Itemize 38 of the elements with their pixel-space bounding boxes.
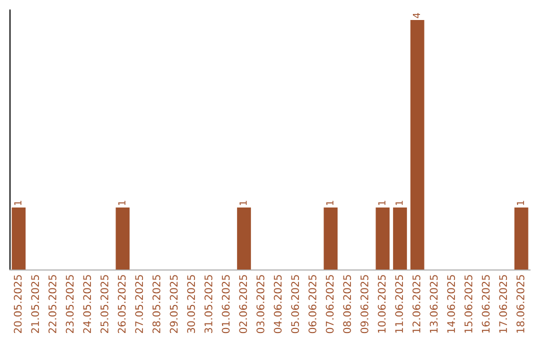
- x-tick-label: 28.05.2025: [152, 275, 160, 334]
- x-tick-label: 11.06.2025: [395, 275, 404, 333]
- x-tick-label: 31.05.2025: [204, 275, 212, 334]
- x-tick-label: 12.06.2025: [412, 275, 420, 333]
- data-label: 1: [326, 200, 334, 206]
- x-tick-label: 15.06.2025: [464, 275, 472, 333]
- x-tick-label: 25.05.2025: [100, 275, 108, 334]
- data-label: 4: [412, 12, 420, 18]
- x-tick-label: 10.06.2025: [378, 275, 386, 333]
- x-tick-label: 08.06.2025: [343, 275, 352, 334]
- data-label: 1: [396, 200, 403, 206]
- data-label: 1: [516, 200, 524, 206]
- x-tick-label: 04.06.2025: [274, 275, 282, 334]
- x-tick-label: 09.06.2025: [360, 275, 368, 334]
- x-tick-label: 30.05.2025: [187, 275, 196, 334]
- x-tick-label: 13.06.2025: [430, 275, 438, 333]
- x-tick-label: 21.05.2025: [31, 275, 40, 334]
- data-label: 1: [378, 200, 386, 206]
- x-tick-label: 27.05.2025: [135, 275, 144, 334]
- x-tick-label: 02.06.2025: [239, 275, 248, 334]
- data-label: 1: [14, 200, 22, 206]
- x-tick-label: 22.05.2025: [48, 275, 56, 334]
- x-tick-label: 07.06.2025: [326, 275, 334, 334]
- x-tick-label: 03.06.2025: [256, 275, 264, 334]
- x-tick-label: 20.05.2025: [14, 275, 22, 334]
- x-tick-label: 26.05.2025: [118, 275, 126, 334]
- x-tick-label: 16.06.2025: [482, 275, 490, 333]
- x-tick-label: 29.05.2025: [170, 275, 178, 334]
- data-label: 1: [240, 200, 247, 206]
- x-tick-label: 24.05.2025: [83, 275, 92, 334]
- x-tick-label: 14.06.2025: [447, 275, 456, 333]
- data-label: 1: [118, 200, 126, 206]
- x-tick-label: 05.06.2025: [291, 275, 300, 334]
- x-tick-label: 01.06.2025: [222, 275, 230, 334]
- x-tick-label: 17.06.2025: [499, 275, 508, 333]
- x-tick-label: 18.06.2025: [516, 275, 524, 333]
- x-tick-label: 23.05.2025: [66, 275, 74, 334]
- x-tick-label: 06.06.2025: [308, 275, 316, 334]
